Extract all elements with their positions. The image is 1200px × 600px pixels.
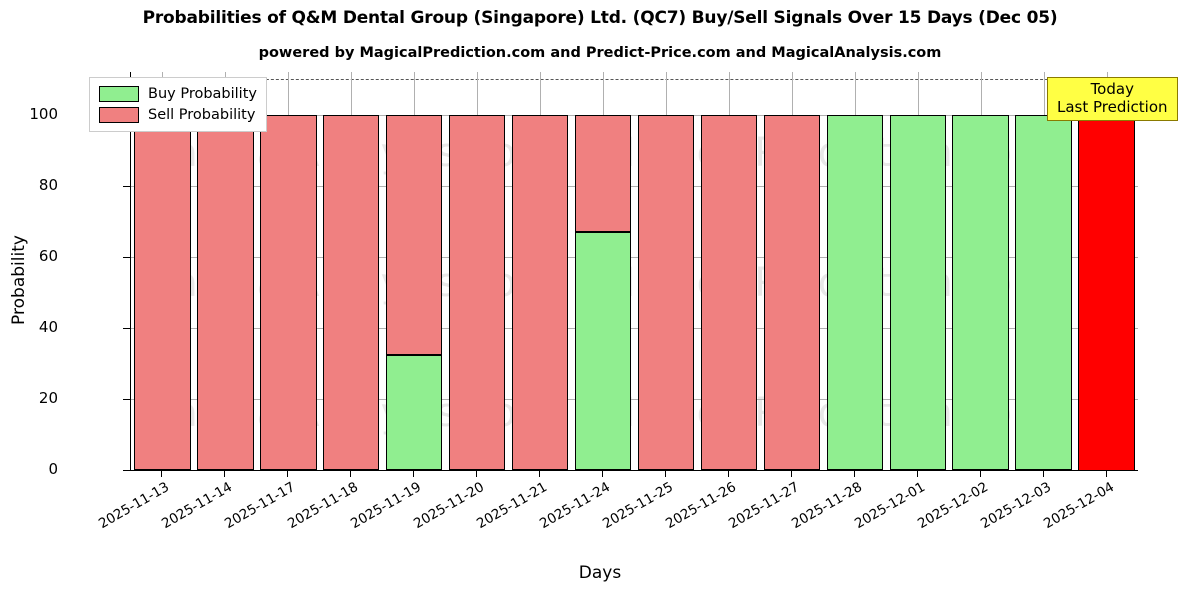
chart-subtitle: powered by MagicalPrediction.com and Pre… — [258, 45, 942, 61]
horizontal-gridline — [131, 185, 1138, 187]
bar-group[interactable] — [574, 72, 632, 470]
bar-segment-buy[interactable] — [574, 231, 632, 470]
x-axis-tick-mark — [350, 470, 352, 477]
today-annotation-line2: Last Prediction — [1057, 97, 1168, 116]
today-annotation-line1: Today — [1090, 80, 1134, 98]
x-axis-tick-mark — [1042, 470, 1044, 477]
bar-group[interactable] — [1015, 72, 1072, 470]
x-axis-label: Days — [578, 563, 622, 583]
legend-item-label: Buy Probability — [148, 85, 257, 102]
horizontal-gridline — [131, 398, 1138, 400]
y-axis-tick-label: 80 — [38, 175, 58, 194]
x-axis-tick-mark — [161, 470, 163, 477]
bar-segment-sell[interactable] — [323, 114, 380, 470]
y-axis-tick-mark — [123, 327, 130, 329]
x-axis-tick-mark — [602, 470, 604, 477]
chart-title: Probabilities of Q&M Dental Group (Singa… — [142, 8, 1058, 28]
horizontal-gridline — [131, 327, 1138, 329]
bar-segment-buy[interactable] — [1015, 114, 1072, 470]
legend-item-label: Sell Probability — [148, 106, 256, 123]
x-axis-tick-mark — [664, 470, 666, 477]
y-axis-tick-mark — [123, 256, 130, 258]
x-axis-tick-mark — [853, 470, 855, 477]
bar-group[interactable] — [511, 72, 569, 470]
bar-group[interactable] — [637, 72, 695, 470]
x-axis-tick-mark — [476, 470, 478, 477]
x-axis-tick-mark — [979, 470, 981, 477]
bar-segment-buy[interactable] — [826, 114, 883, 470]
y-axis-tick-mark — [123, 470, 130, 471]
y-axis-tick-label: 40 — [38, 317, 58, 336]
plot-inner: MagicalAnalysis.comMagicalPrediction.com… — [131, 72, 1138, 470]
bar-group[interactable] — [952, 72, 1009, 470]
y-axis-tick-label: 20 — [38, 388, 58, 407]
bar-segment-sell[interactable] — [197, 114, 254, 470]
bar-segment-sell[interactable] — [386, 114, 443, 355]
bar-segment-sell[interactable] — [700, 114, 758, 470]
bar-segment-sell[interactable] — [511, 114, 569, 470]
x-axis-tick-mark — [727, 470, 729, 477]
bar-group[interactable] — [323, 72, 380, 470]
bar-segment-buy[interactable] — [386, 354, 443, 470]
bar-segment-sell[interactable] — [134, 114, 191, 470]
legend-item[interactable]: Buy Probability — [99, 83, 257, 104]
bar-segment-buy[interactable] — [952, 114, 1009, 470]
bar-group[interactable] — [386, 72, 443, 470]
bar-segment-sell[interactable] — [1078, 114, 1135, 470]
y-axis-tick-mark — [123, 398, 130, 400]
bar-group[interactable] — [763, 72, 820, 470]
y-axis-tick-mark — [123, 185, 130, 187]
y-axis-tick-label: 60 — [38, 246, 58, 265]
horizontal-gridline — [131, 114, 1138, 116]
plot-area: MagicalAnalysis.comMagicalPrediction.com… — [130, 72, 1138, 471]
bar-segment-sell[interactable] — [763, 114, 820, 470]
bar-segment-sell[interactable] — [574, 114, 632, 232]
y-axis-label: Probability — [8, 235, 29, 325]
x-axis-tick-mark — [224, 470, 226, 477]
bar-segment-sell[interactable] — [260, 114, 317, 470]
bar-group[interactable] — [889, 72, 946, 470]
x-axis-tick-mark — [287, 470, 289, 477]
y-axis-tick-label: 100 — [29, 104, 58, 123]
chart-legend: Buy Probability Sell Probability — [89, 77, 267, 132]
bar-group[interactable] — [1078, 72, 1135, 470]
bar-segment-buy[interactable] — [889, 114, 946, 470]
legend-swatch-icon — [99, 85, 139, 102]
bar-group[interactable] — [826, 72, 883, 470]
bar-segment-sell[interactable] — [448, 114, 506, 470]
legend-item[interactable]: Sell Probability — [99, 104, 257, 125]
bar-group[interactable] — [197, 72, 254, 470]
bar-group[interactable] — [700, 72, 758, 470]
x-axis-tick-mark — [1105, 470, 1107, 477]
legend-swatch-icon — [99, 106, 139, 123]
bar-group[interactable] — [260, 72, 317, 470]
bar-group[interactable] — [134, 72, 191, 470]
x-axis-tick-mark — [539, 470, 541, 477]
today-annotation: Today Last Prediction — [1047, 77, 1178, 122]
horizontal-gridline — [131, 256, 1138, 258]
x-axis-tick-mark — [413, 470, 415, 477]
x-axis-tick-mark — [790, 470, 792, 477]
bar-segment-sell[interactable] — [637, 114, 695, 470]
dashed-reference-line — [131, 79, 1138, 81]
bar-group[interactable] — [448, 72, 506, 470]
x-axis-tick-mark — [916, 470, 918, 477]
y-axis-tick-label: 0 — [48, 460, 58, 478]
